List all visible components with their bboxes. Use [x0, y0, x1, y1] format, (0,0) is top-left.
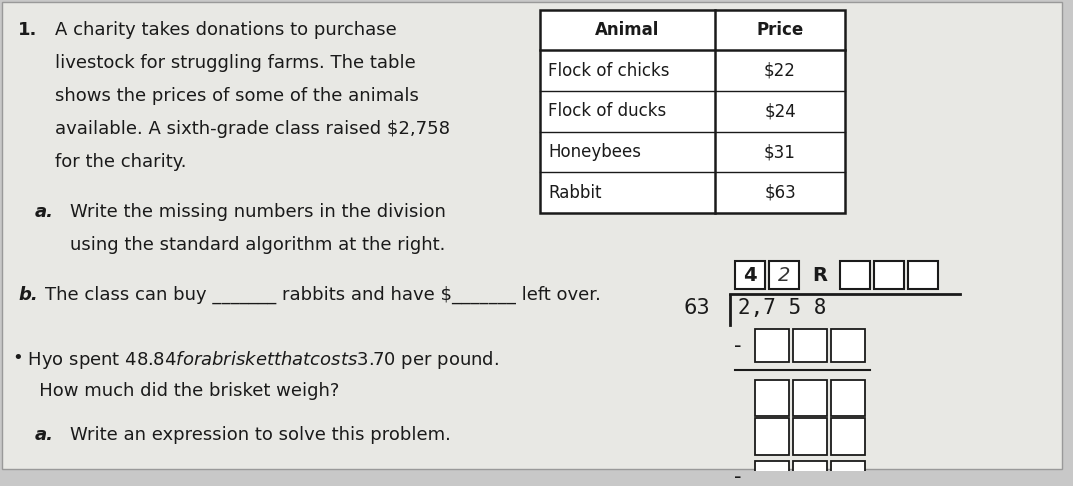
Text: 2: 2	[778, 265, 790, 284]
Text: R: R	[812, 265, 827, 284]
Bar	[793, 329, 827, 362]
Bar	[831, 380, 865, 417]
Text: available. A sixth-grade class raised $2,758: available. A sixth-grade class raised $2…	[55, 120, 450, 138]
Bar	[755, 380, 789, 417]
Text: Write an expression to solve this problem.: Write an expression to solve this proble…	[70, 426, 451, 444]
Text: Hyo spent $48.84 for a brisket that costs $3.70 per pound.: Hyo spent $48.84 for a brisket that cost…	[23, 348, 499, 371]
Text: b.: b.	[18, 286, 38, 304]
Text: A charity takes donations to purchase: A charity takes donations to purchase	[55, 21, 397, 39]
Text: livestock for struggling farms. The table: livestock for struggling farms. The tabl…	[55, 54, 415, 72]
Bar	[755, 461, 789, 486]
Text: 63: 63	[684, 298, 710, 318]
Bar	[831, 418, 865, 455]
Bar	[735, 261, 765, 289]
Bar	[755, 329, 789, 362]
Text: for the charity.: for the charity.	[55, 153, 187, 171]
Text: $22: $22	[764, 62, 796, 80]
Text: $24: $24	[764, 103, 796, 121]
Text: $63: $63	[764, 184, 796, 202]
Text: a.: a.	[35, 203, 54, 221]
Text: Flock of chicks: Flock of chicks	[548, 62, 670, 80]
Text: 4: 4	[744, 265, 756, 284]
Text: Price: Price	[756, 21, 804, 39]
Text: The class can buy _______ rabbits and have $_______ left over.: The class can buy _______ rabbits and ha…	[45, 286, 601, 304]
Bar	[831, 329, 865, 362]
Text: Rabbit: Rabbit	[548, 184, 602, 202]
Text: Flock of ducks: Flock of ducks	[548, 103, 666, 121]
Bar	[908, 261, 938, 289]
Text: •: •	[12, 348, 23, 366]
Text: shows the prices of some of the animals: shows the prices of some of the animals	[55, 87, 418, 105]
Text: 2,7 5 8: 2,7 5 8	[738, 298, 826, 318]
Text: using the standard algorithm at the right.: using the standard algorithm at the righ…	[70, 236, 445, 254]
Bar	[831, 461, 865, 486]
Text: -: -	[734, 336, 741, 356]
Text: a.: a.	[35, 426, 54, 444]
Text: -: -	[734, 468, 741, 486]
Text: How much did the brisket weigh?: How much did the brisket weigh?	[23, 382, 339, 399]
Text: Animal: Animal	[594, 21, 659, 39]
Bar	[874, 261, 903, 289]
Bar	[840, 261, 870, 289]
Text: Write the missing numbers in the division: Write the missing numbers in the divisio…	[70, 203, 446, 221]
Bar	[755, 418, 789, 455]
Bar	[540, 10, 846, 213]
Bar	[793, 380, 827, 417]
Text: $31: $31	[764, 143, 796, 161]
Bar	[793, 461, 827, 486]
Text: Honeybees: Honeybees	[548, 143, 641, 161]
Text: 1.: 1.	[18, 21, 38, 39]
Bar	[769, 261, 799, 289]
Bar	[793, 418, 827, 455]
